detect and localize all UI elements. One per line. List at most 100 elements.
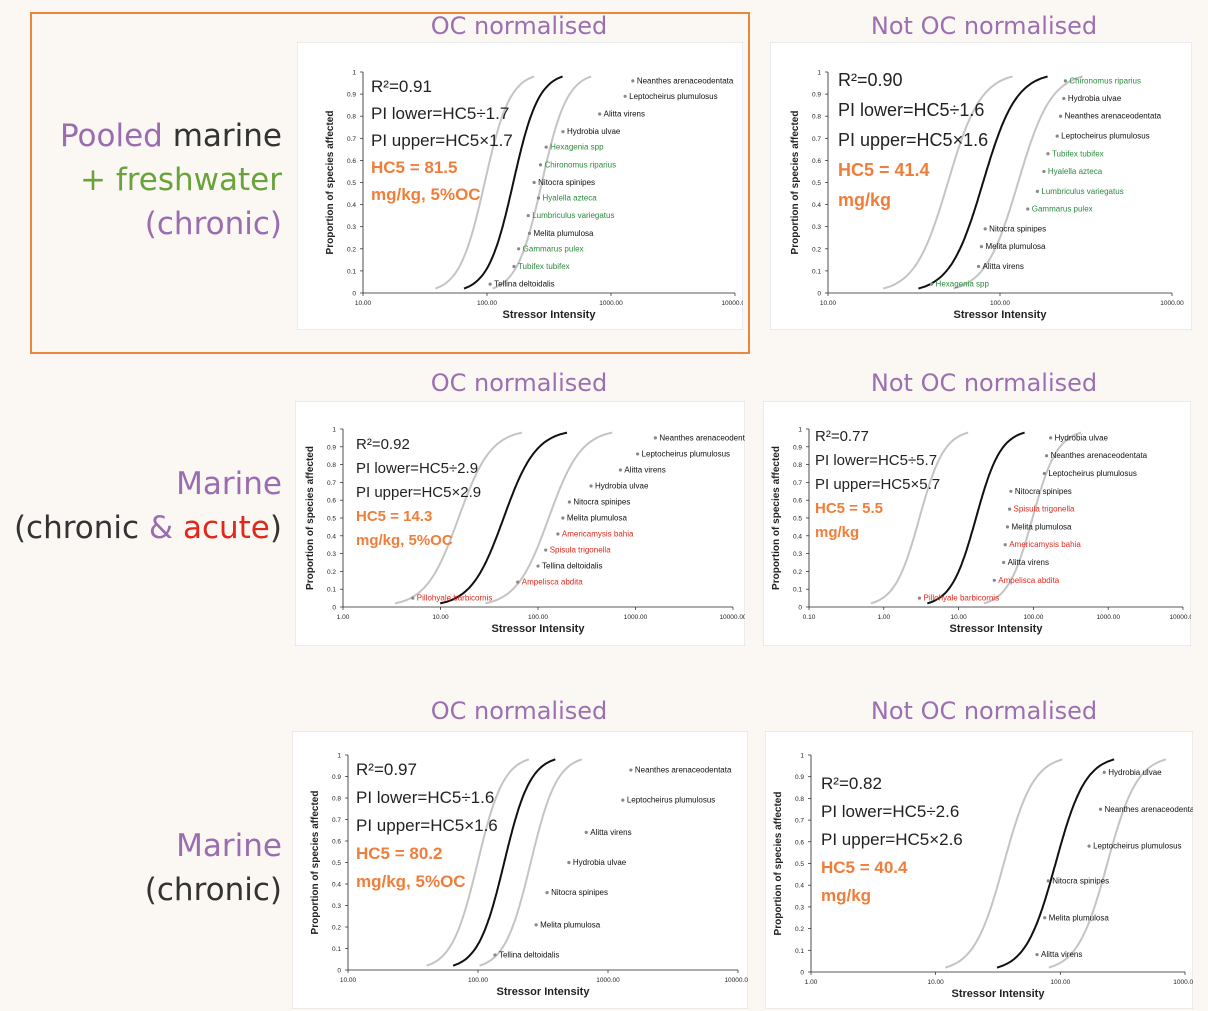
data-point	[1046, 879, 1050, 883]
data-point	[629, 768, 633, 772]
species-label: Tubifex tubifex	[518, 262, 570, 271]
hc5-text: HC5 = 40.4	[821, 858, 908, 877]
hc5-units-text: mg/kg	[838, 190, 891, 210]
data-point	[556, 532, 560, 536]
chart-svg: 0 0.1 0.2 0.3 0.4 0.5 0.6 0.7 0.8 0.9 1 1.00 10.00 10…	[295, 401, 745, 646]
data-point	[1009, 489, 1013, 493]
y-tick-label: 0.1	[795, 948, 804, 955]
y-tick-label: 0.1	[327, 587, 336, 594]
species-label: Neanthes arenaceodentata	[637, 76, 734, 85]
species-label: Melita plumulosa	[540, 920, 601, 929]
hc5-text: HC5 = 41.4	[838, 160, 930, 180]
x-tick-label: 10.00	[820, 300, 837, 307]
species-label: Ampelisca abdita	[998, 576, 1059, 585]
species-label: Nitocra spinipes	[551, 888, 608, 897]
y-tick-label: 0.1	[793, 587, 802, 594]
species-label: Pillohyale barbicornis	[923, 594, 999, 603]
chart-marine-not-oc: 0 0.1 0.2 0.3 0.4 0.5 0.6 0.7 0.8 0.9 1 0.10 1.00 10.…	[763, 401, 1191, 646]
pi-lower-curve	[426, 758, 530, 967]
row-label-text: (chronic)	[144, 872, 282, 908]
y-tick-label: 0.4	[332, 882, 341, 889]
pi-lower-text: PI lower=HC5÷5.7	[815, 452, 937, 469]
y-axis-label: Proportion of species affected	[310, 791, 321, 935]
chart-svg: 0 0.1 0.2 0.3 0.4 0.5 0.6 0.7 0.8 0.9 1 1.00 10.00 10…	[765, 731, 1193, 1009]
species-label: Chironomus riparius	[544, 160, 616, 169]
x-tick-label: 10.00	[928, 979, 945, 986]
hc5-text: HC5 = 14.3	[356, 508, 432, 525]
pi-upper-text: PI upper=HC5×1.6	[356, 816, 498, 835]
fitted-curve	[996, 758, 1115, 969]
y-tick-label: 0.2	[795, 926, 804, 933]
row-label-text: (chronic	[13, 510, 149, 546]
column-header-not-oc: Not OC normalised	[870, 369, 1098, 397]
y-tick-label: 0	[798, 605, 802, 612]
y-tick-label: 0.2	[793, 569, 802, 576]
species-label: Hexagenia spp	[936, 280, 990, 289]
x-axis-label: Stressor Intensity	[497, 986, 591, 998]
data-point	[929, 282, 934, 286]
data-point	[532, 180, 536, 185]
chart-svg: 0 0.1 0.2 0.3 0.4 0.5 0.6 0.7 0.8 0.9 1 10.00 100.00…	[297, 42, 743, 330]
y-tick-label: 1	[352, 70, 356, 77]
data-point	[1002, 560, 1006, 565]
row-label-text: )	[269, 510, 282, 546]
species-label: Nitocra spinipes	[538, 178, 595, 187]
data-point	[1058, 114, 1063, 118]
data-point	[635, 452, 640, 456]
data-point	[538, 163, 543, 167]
row-label-text: Marine	[176, 828, 282, 864]
y-tick-label: 0.6	[332, 839, 341, 846]
data-point	[534, 923, 538, 927]
x-axis-label: Stressor Intensity	[492, 623, 586, 635]
y-tick-label: 0.1	[347, 268, 356, 275]
pi-upper-curve	[1048, 758, 1167, 969]
hc5-units-text: mg/kg	[815, 524, 859, 541]
data-point	[1046, 152, 1050, 156]
x-tick-label: 10.00	[355, 300, 372, 307]
pi-upper-curve	[485, 431, 613, 605]
x-tick-label: 100.00	[468, 977, 488, 984]
x-tick-label: 10000.00	[719, 614, 745, 621]
data-point	[623, 94, 627, 98]
y-tick-label: 0.9	[812, 92, 821, 99]
y-tick-label: 0.1	[812, 268, 821, 275]
species-label: Leptocheirus plumulosus	[629, 92, 718, 101]
data-point	[631, 79, 635, 83]
hc5-text: HC5 = 5.5	[815, 500, 883, 517]
r2-text: R²=0.91	[371, 77, 432, 96]
column-header-not-oc: Not OC normalised	[870, 697, 1098, 725]
species-label: Alitta virens	[983, 262, 1024, 271]
species-label: Tellina deltoidalis	[494, 280, 554, 289]
species-label: Neanthes arenaceodentata	[1065, 112, 1162, 121]
pi-lower-curve	[394, 431, 523, 605]
x-tick-label: 1.00	[805, 979, 818, 986]
y-tick-label: 0.9	[332, 774, 341, 781]
species-label: Melita plumulosa	[985, 242, 1046, 251]
column-header-not-oc: Not OC normalised	[870, 12, 1098, 40]
x-tick-label: 10000.00	[1169, 614, 1191, 621]
y-tick-label: 0.2	[347, 246, 356, 253]
y-tick-label: 0.8	[793, 462, 802, 469]
y-tick-label: 1	[332, 427, 336, 434]
chart-svg: 0 0.1 0.2 0.3 0.4 0.5 0.6 0.7 0.8 0.9 1 0.10 1.00 10.…	[763, 401, 1191, 646]
y-tick-label: 0.5	[812, 180, 821, 187]
data-point	[1042, 471, 1046, 476]
y-tick-label: 0.9	[795, 774, 804, 781]
data-point	[1007, 507, 1012, 511]
species-label: Tellina deltoidalis	[499, 950, 559, 959]
pi-lower-curve	[435, 75, 535, 290]
x-tick-label: 1000.00	[596, 977, 620, 984]
pi-upper-text: PI upper=HC5×1.7	[371, 131, 513, 150]
x-axis-label: Stressor Intensity	[503, 309, 597, 321]
species-label: Hydrobia ulvae	[595, 481, 649, 490]
x-tick-label: 10000.00	[721, 300, 743, 307]
chart-background	[297, 42, 743, 330]
y-tick-label: 0.3	[812, 224, 821, 231]
data-point	[516, 580, 520, 584]
x-tick-label: 1.00	[337, 614, 350, 621]
hc5-units-text: mg/kg, 5%OC	[356, 532, 453, 549]
y-tick-label: 0.5	[327, 516, 336, 523]
data-point	[1035, 189, 1040, 193]
y-tick-label: 0.7	[332, 817, 341, 824]
species-label: Alitta virens	[624, 465, 665, 474]
